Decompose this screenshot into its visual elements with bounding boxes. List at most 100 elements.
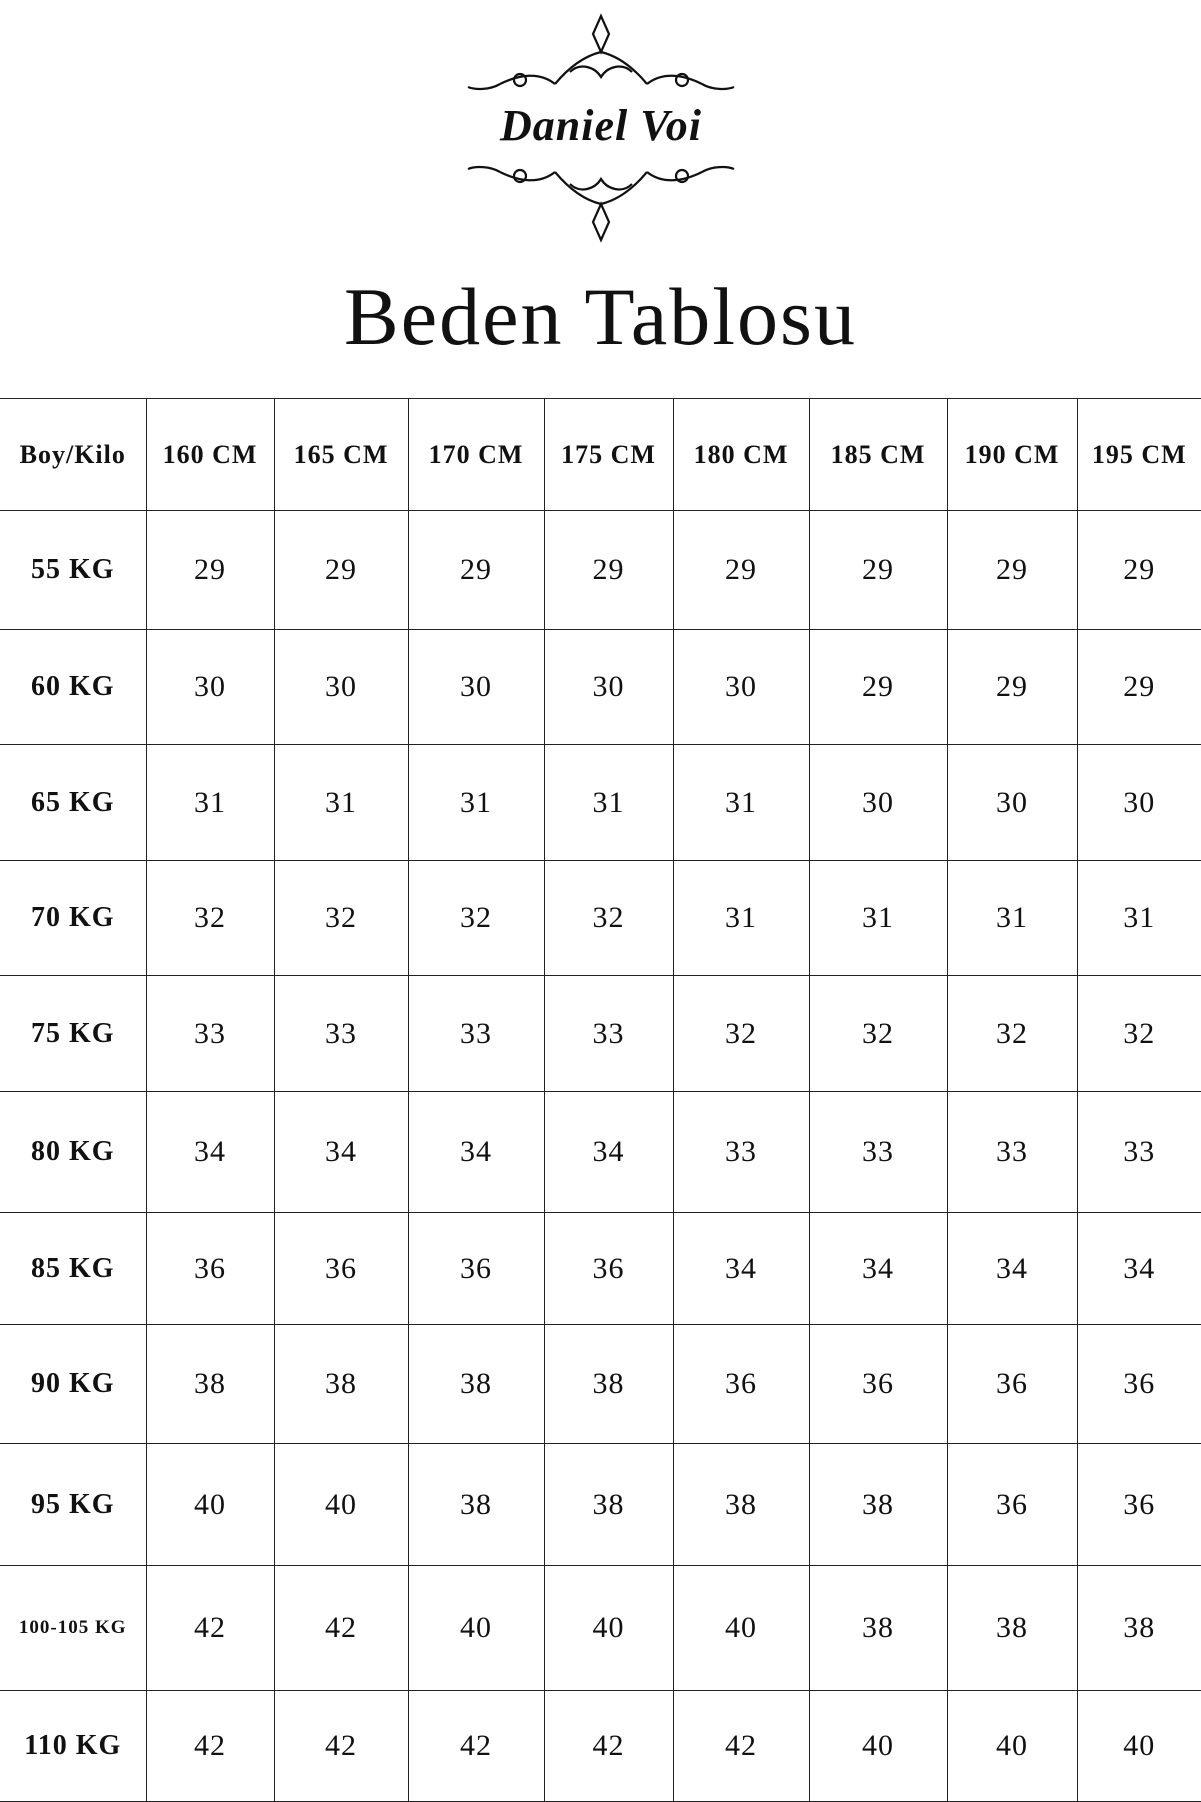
size-cell: 29 <box>808 629 948 745</box>
size-cell: 36 <box>946 1324 1078 1444</box>
table-row: 65 KG 31 31 31 31 31 30 30 30 <box>0 744 1201 861</box>
header-row: Boy/Kilo 160 CM 165 CM 170 CM 175 CM 180 CM 1… <box>0 398 1201 511</box>
size-cell: 32 <box>1076 975 1201 1092</box>
table-row: 100-105 KG 42 42 40 40 40 38 38 38 <box>0 1565 1201 1691</box>
size-cell: 34 <box>672 1212 810 1325</box>
row-header: 60 KG <box>0 629 147 745</box>
size-cell: 33 <box>946 1091 1078 1213</box>
column-header: 185 CM <box>808 398 948 511</box>
size-cell: 32 <box>946 975 1078 1092</box>
column-header: 175 CM <box>543 398 674 511</box>
table-row: 55 KG 29 29 29 29 29 29 29 29 <box>0 510 1201 630</box>
size-cell: 30 <box>672 629 810 745</box>
row-header: 55 KG <box>0 510 147 630</box>
size-cell: 33 <box>672 1091 810 1213</box>
size-cell: 42 <box>543 1690 674 1802</box>
row-header: 80 KG <box>0 1091 147 1213</box>
size-cell: 42 <box>273 1565 409 1691</box>
size-cell: 33 <box>145 975 275 1092</box>
size-cell: 30 <box>407 629 545 745</box>
size-cell: 34 <box>273 1091 409 1213</box>
size-cell: 30 <box>543 629 674 745</box>
corner-header: Boy/Kilo <box>0 398 147 511</box>
size-cell: 29 <box>1076 510 1201 630</box>
size-cell: 38 <box>407 1324 545 1444</box>
size-cell: 42 <box>145 1690 275 1802</box>
size-cell: 32 <box>273 860 409 976</box>
column-header: 165 CM <box>273 398 409 511</box>
size-cell: 38 <box>543 1443 674 1566</box>
size-cell: 30 <box>1076 744 1201 861</box>
table-row: 85 KG 36 36 36 36 34 34 34 34 <box>0 1212 1201 1325</box>
size-cell: 42 <box>407 1690 545 1802</box>
size-cell: 30 <box>273 629 409 745</box>
size-cell: 36 <box>946 1443 1078 1566</box>
size-cell: 34 <box>543 1091 674 1213</box>
size-cell: 30 <box>145 629 275 745</box>
size-cell: 34 <box>407 1091 545 1213</box>
size-cell: 33 <box>273 975 409 1092</box>
size-cell: 36 <box>145 1212 275 1325</box>
size-cell: 29 <box>946 629 1078 745</box>
size-cell: 34 <box>145 1091 275 1213</box>
row-header: 70 KG <box>0 860 147 976</box>
size-cell: 38 <box>543 1324 674 1444</box>
size-cell: 40 <box>1076 1690 1201 1802</box>
size-cell: 30 <box>946 744 1078 861</box>
table-row: 95 KG 40 40 38 38 38 38 36 36 <box>0 1443 1201 1566</box>
size-cell: 38 <box>808 1443 948 1566</box>
size-cell: 38 <box>808 1565 948 1691</box>
size-cell: 29 <box>1076 629 1201 745</box>
row-header: 85 KG <box>0 1212 147 1325</box>
size-cell: 29 <box>407 510 545 630</box>
size-cell: 33 <box>407 975 545 1092</box>
row-header: 90 KG <box>0 1324 147 1444</box>
size-cell: 36 <box>543 1212 674 1325</box>
size-cell: 40 <box>145 1443 275 1566</box>
size-cell: 32 <box>672 975 810 1092</box>
row-header: 95 KG <box>0 1443 147 1566</box>
size-cell: 31 <box>946 860 1078 976</box>
size-cell: 42 <box>145 1565 275 1691</box>
size-cell: 32 <box>543 860 674 976</box>
row-header: 75 KG <box>0 975 147 1092</box>
size-cell: 40 <box>808 1690 948 1802</box>
size-cell: 38 <box>407 1443 545 1566</box>
size-cell: 29 <box>273 510 409 630</box>
brand-name: Daniel Voi <box>500 101 702 150</box>
size-cell: 40 <box>407 1565 545 1691</box>
column-header: 180 CM <box>672 398 810 511</box>
column-header: 160 CM <box>145 398 275 511</box>
size-cell: 38 <box>672 1443 810 1566</box>
size-cell: 40 <box>946 1690 1078 1802</box>
size-cell: 31 <box>1076 860 1201 976</box>
row-header: 65 KG <box>0 744 147 861</box>
size-cell: 33 <box>543 975 674 1092</box>
table-row: 90 KG 38 38 38 38 36 36 36 36 <box>0 1324 1201 1444</box>
size-cell: 36 <box>273 1212 409 1325</box>
column-header: 170 CM <box>407 398 545 511</box>
size-cell: 36 <box>808 1324 948 1444</box>
size-cell: 31 <box>672 744 810 861</box>
size-cell: 29 <box>808 510 948 630</box>
size-cell: 42 <box>672 1690 810 1802</box>
table-row: 60 KG 30 30 30 30 30 29 29 29 <box>0 629 1201 745</box>
size-cell: 31 <box>543 744 674 861</box>
size-cell: 40 <box>273 1443 409 1566</box>
size-cell: 34 <box>946 1212 1078 1325</box>
size-cell: 38 <box>273 1324 409 1444</box>
column-header: 190 CM <box>946 398 1078 511</box>
size-cell: 40 <box>543 1565 674 1691</box>
brand-logo: Daniel Voi <box>460 12 742 244</box>
column-header: 195 CM <box>1076 398 1201 511</box>
size-cell: 31 <box>407 744 545 861</box>
row-header: 110 KG <box>0 1690 147 1802</box>
size-cell: 36 <box>407 1212 545 1325</box>
size-cell: 29 <box>543 510 674 630</box>
ornament-icon <box>467 13 735 243</box>
table-row: 70 KG 32 32 32 32 31 31 31 31 <box>0 860 1201 976</box>
size-cell: 31 <box>672 860 810 976</box>
size-cell: 33 <box>808 1091 948 1213</box>
row-header: 100-105 KG <box>0 1565 147 1691</box>
size-cell: 32 <box>145 860 275 976</box>
